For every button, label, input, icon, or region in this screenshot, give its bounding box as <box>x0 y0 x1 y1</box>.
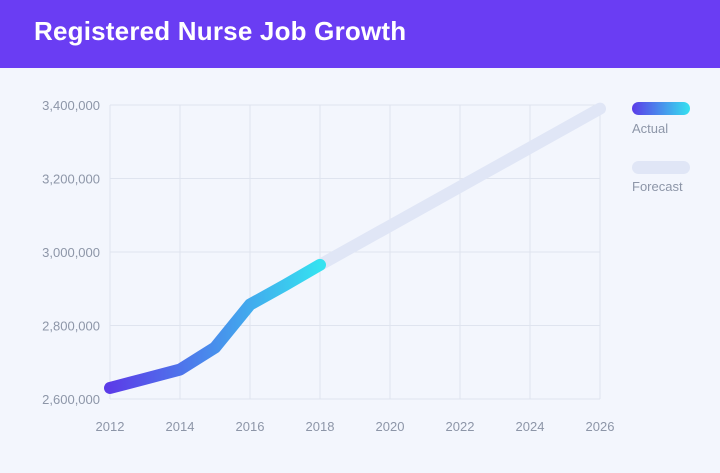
x-tick-label: 2026 <box>586 419 615 434</box>
y-axis-ticks: 2,600,000 2,800,000 3,000,000 3,200,000 3,40… <box>42 98 100 407</box>
y-tick-label: 2,600,000 <box>42 392 100 407</box>
legend-swatch-forecast <box>632 161 690 174</box>
x-tick-label: 2022 <box>446 419 475 434</box>
y-tick-label: 3,200,000 <box>42 172 100 187</box>
legend-label-forecast: Forecast <box>632 179 683 194</box>
page-title: Registered Nurse Job Growth <box>34 16 407 46</box>
x-tick-label: 2024 <box>516 419 545 434</box>
series-line-actual <box>104 258 326 394</box>
series-line-forecast <box>314 102 606 271</box>
legend: Actual Forecast <box>632 102 690 194</box>
x-tick-label: 2020 <box>376 419 405 434</box>
x-tick-label: 2018 <box>306 419 335 434</box>
header-bar: Registered Nurse Job Growth <box>0 0 720 68</box>
line-chart: 2,600,000 2,800,000 3,000,000 3,200,000 3,40… <box>42 98 690 434</box>
y-tick-label: 3,000,000 <box>42 245 100 260</box>
x-tick-label: 2016 <box>236 419 265 434</box>
y-tick-label: 3,400,000 <box>42 98 100 113</box>
legend-swatch-actual <box>632 102 690 115</box>
chart-area: 2,600,000 2,800,000 3,000,000 3,200,000 3,40… <box>0 68 720 468</box>
x-axis-ticks: 2012 2014 2016 2018 2020 2022 2024 2026 <box>96 419 615 434</box>
y-tick-label: 2,800,000 <box>42 319 100 334</box>
x-tick-label: 2014 <box>166 419 195 434</box>
legend-label-actual: Actual <box>632 121 668 136</box>
x-tick-label: 2012 <box>96 419 125 434</box>
series <box>104 102 606 394</box>
